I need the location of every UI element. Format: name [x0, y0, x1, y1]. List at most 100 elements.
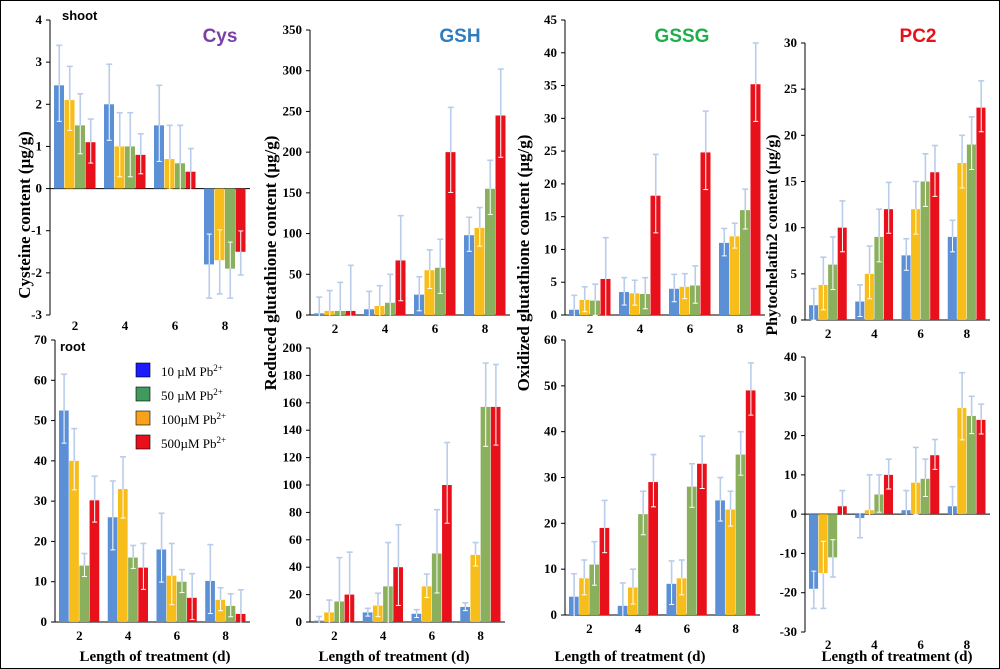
y-tick-label: 50 [289, 266, 302, 281]
x-tick-label-day8: 8 [964, 326, 971, 341]
bar-500uM-day6 [442, 485, 452, 622]
y-tick-label: -20 [780, 585, 797, 600]
x-tick-label-day8: 8 [732, 621, 739, 636]
y-tick-label: 30 [784, 35, 797, 50]
bar-100uM-day4 [117, 489, 128, 622]
xlabel-pc2: Length of treatment (d) [822, 649, 973, 665]
bar-10uM-day2 [809, 514, 819, 589]
y-tick-label: 25 [544, 143, 558, 158]
x-tick-label-day8: 8 [222, 318, 229, 333]
bar-10uM-day8 [947, 236, 957, 320]
x-tick-label-day8: 8 [737, 321, 744, 336]
y-tick-label: 30 [784, 388, 797, 403]
bar-100uM-day8 [214, 188, 225, 261]
y-tick-label: 30 [34, 493, 47, 508]
bar-100uM-day6 [679, 286, 690, 315]
y-tick-label: 15 [784, 174, 798, 189]
legend-swatch-100 [135, 410, 151, 426]
y-tick-label: 20 [34, 533, 47, 548]
x-tick-label-day4: 4 [122, 318, 129, 333]
y-tick-label: 5 [791, 266, 798, 281]
y-tick-label: 120 [283, 450, 303, 465]
y-tick-label: 45 [544, 12, 558, 27]
y-tick-label: 60 [289, 532, 302, 547]
bar-500uM-day6 [930, 172, 940, 320]
bar-100uM-day6 [911, 209, 921, 320]
y-tick-label: 300 [283, 63, 303, 78]
y-tick-label: 40 [544, 45, 557, 60]
panel-shoot-cys: -3 -2 -1 0 1 2 3 4 2 4 6 8 Cys shoot [31, 8, 250, 333]
bar-10uM-day8 [204, 188, 214, 265]
y-tick-label: 30 [544, 110, 557, 125]
legend-label-50: 50 µM Pb2+ [161, 387, 223, 403]
y-tick-label: 0 [41, 614, 48, 629]
bar-10uM-day2 [54, 85, 64, 189]
y-tick-label: 40 [289, 559, 302, 574]
bar-50uM-day8 [740, 210, 750, 315]
bar-10uM-day6 [156, 549, 167, 622]
y-tick-label: 10 [544, 561, 557, 576]
bar-50uM-day6 [176, 581, 187, 622]
bar-100uM-day2 [64, 100, 75, 189]
x-tick-label-day2: 2 [825, 637, 832, 652]
y-tick-label: 140 [283, 422, 303, 437]
x-tick-label-day2: 2 [586, 621, 593, 636]
bar-50uM-day4 [638, 514, 648, 615]
panel-root-pc2: -30 -20 -10 0 10 20 30 40 2 4 6 8 [780, 349, 990, 652]
ylabel-cys: Cysteine content (µg/g) [15, 131, 34, 299]
x-tick-label-day8: 8 [477, 628, 484, 643]
bar-50uM-day6 [686, 486, 697, 615]
bar-10uM-day4 [104, 104, 114, 189]
bar-100uM-day8 [957, 163, 967, 320]
bar-10uM-day8 [464, 235, 474, 315]
panel-root-gssg: 0 10 20 30 40 50 60 2 4 6 8 [544, 332, 760, 636]
y-tick-label: 20 [784, 428, 797, 443]
x-tick-label-day6: 6 [432, 321, 439, 336]
x-tick-label-day4: 4 [637, 321, 644, 336]
y-tick-label: 20 [544, 515, 557, 530]
y-tick-label: 5 [551, 274, 558, 289]
bar-10uM-day4 [107, 517, 118, 622]
chart-title-shoot-gssg: GSSG [655, 26, 710, 47]
x-tick-label-day8: 8 [482, 321, 489, 336]
x-tick-label-day2: 2 [332, 321, 339, 336]
y-tick-label: 10 [34, 574, 47, 589]
x-tick-label-day6: 6 [174, 628, 181, 643]
bar-50uM-day6 [920, 181, 930, 320]
legend: 10 µM Pb2+ 50 µM Pb2+ 100µM Pb2+ 500µM P… [135, 362, 226, 451]
y-tick-label: -10 [780, 545, 797, 560]
bar-50uM-day8 [966, 415, 976, 515]
legend-swatch-500 [135, 434, 151, 450]
bar-500uM-day8 [490, 406, 501, 622]
bar-500uM-day4 [883, 474, 893, 515]
bar-10uM-day2 [59, 410, 69, 622]
y-tick-label: 15 [544, 209, 558, 224]
ylabel-pc2: Phytochelatin2 content (µg/g) [764, 134, 781, 335]
bar-50uM-day2 [75, 125, 85, 189]
bar-500uM-day2 [599, 527, 610, 615]
bar-100uM-day2 [69, 460, 79, 622]
y-tick-label: 250 [283, 103, 303, 118]
y-tick-label: 0 [36, 181, 43, 196]
bar-50uM-day8 [966, 144, 976, 320]
bar-50uM-day2 [828, 264, 838, 320]
bar-500uM-day8 [976, 107, 986, 320]
y-tick-label: 180 [283, 367, 303, 382]
bar-10uM-day8 [715, 500, 725, 615]
bar-500uM-day4 [138, 567, 148, 622]
x-tick-label-day4: 4 [382, 321, 389, 336]
y-tick-label: 20 [544, 176, 557, 191]
y-tick-label: 100 [283, 477, 303, 492]
bar-500uM-day4 [883, 209, 893, 320]
bar-500uM-day8 [750, 84, 761, 315]
ylabel-gssg: Oxidized glutathione content (µg/g) [514, 135, 533, 392]
bar-500uM-day6 [445, 152, 456, 315]
bar-100uM-day6 [421, 586, 432, 622]
bar-10uM-day6 [901, 255, 911, 320]
x-tick-label-day6: 6 [917, 637, 924, 652]
y-tick-label: 30 [544, 470, 557, 485]
xlabel-gssg: Length of treatment (d) [555, 649, 706, 665]
bar-10uM-day8 [460, 606, 470, 622]
